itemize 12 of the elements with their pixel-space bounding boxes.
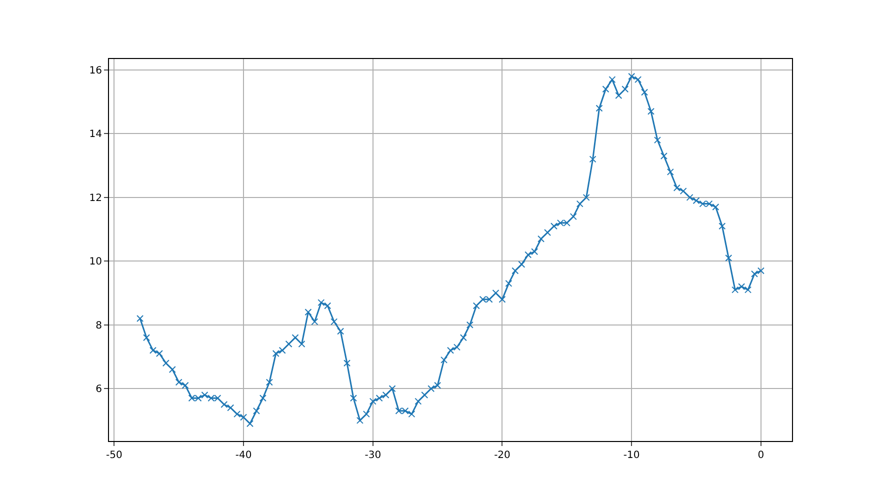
x-tick-label: -30 — [364, 450, 382, 461]
x-tick-label: -50 — [106, 450, 122, 461]
y-tick-label: 10 — [89, 256, 102, 268]
y-tick-label: 8 — [96, 320, 102, 332]
y-tick-label: 14 — [89, 129, 102, 140]
y-tick-label: 6 — [96, 384, 102, 396]
y-tick-label: 12 — [89, 192, 102, 204]
y-tick-label: 16 — [89, 65, 102, 76]
x-tick-label: 0 — [758, 450, 764, 461]
x-tick-label: -20 — [494, 450, 510, 461]
x-tick-label: -10 — [623, 450, 640, 461]
x-tick-label: -40 — [235, 450, 252, 461]
